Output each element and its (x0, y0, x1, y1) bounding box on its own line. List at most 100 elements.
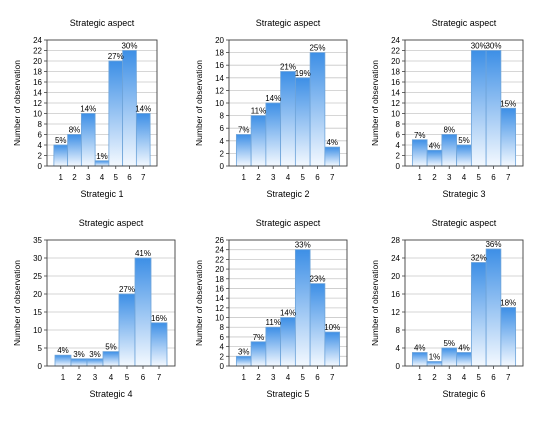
y-tick-label: 14 (33, 89, 42, 98)
y-tick-label: 20 (391, 57, 400, 66)
x-tick-label: 1 (418, 173, 423, 182)
y-tick-label: 24 (391, 254, 400, 263)
y-tick-label: 8 (38, 120, 43, 129)
y-axis-label: Number of observation (370, 260, 380, 346)
y-tick-label: 16 (33, 78, 42, 87)
y-tick-label: 12 (391, 99, 400, 108)
x-tick-label: 5 (477, 373, 482, 382)
y-tick-label: 2 (220, 352, 225, 361)
y-tick-label: 26 (215, 236, 224, 245)
x-axis-label: Strategic 1 (80, 189, 123, 199)
bar (102, 351, 120, 367)
x-axis-label: Strategic 6 (442, 389, 485, 399)
data-label: 8% (69, 126, 81, 135)
x-tick-label: 6 (315, 373, 320, 382)
data-label: 1% (96, 152, 108, 161)
bar (426, 149, 443, 167)
bar (134, 257, 152, 367)
y-axis-label: Number of observation (370, 60, 380, 146)
bar (70, 358, 88, 367)
x-tick-label: 2 (256, 373, 261, 382)
data-label: 30% (121, 42, 137, 51)
y-tick-label: 15 (33, 308, 42, 317)
y-tick-label: 18 (215, 49, 224, 58)
y-tick-label: 35 (33, 236, 42, 245)
y-tick-label: 20 (33, 290, 42, 299)
data-label: 10% (324, 323, 340, 332)
data-label: 14% (280, 309, 296, 318)
x-tick-label: 5 (125, 373, 130, 382)
y-tick-label: 10 (391, 110, 400, 119)
data-label: 32% (471, 254, 487, 263)
data-label: 5% (55, 136, 67, 145)
y-tick-label: 24 (391, 36, 400, 45)
data-label: 16% (151, 314, 167, 323)
x-tick-label: 4 (286, 373, 291, 382)
bar (426, 361, 443, 367)
y-tick-label: 20 (215, 36, 224, 45)
bar (80, 113, 96, 167)
data-label: 41% (135, 249, 151, 258)
x-tick-label: 1 (418, 373, 423, 382)
data-label: 4% (414, 344, 426, 353)
bar (135, 113, 151, 167)
y-tick-label: 14 (215, 294, 224, 303)
y-tick-label: 16 (215, 284, 224, 293)
y-tick-label: 10 (215, 314, 224, 323)
bar (280, 317, 296, 367)
data-label: 4% (429, 141, 441, 150)
y-tick-label: 0 (38, 162, 43, 171)
x-axis-label: Strategic 2 (266, 189, 309, 199)
data-label: 33% (295, 241, 311, 250)
x-tick-label: 1 (242, 173, 247, 182)
x-tick-label: 2 (432, 173, 437, 182)
x-tick-label: 4 (109, 373, 114, 382)
y-axis-label: Number of observation (12, 60, 22, 146)
x-tick-label: 2 (256, 173, 261, 182)
chart-panel-4: 0 5 10 15 20 25 30 35 4% 3% 3% 5% 27% 41% 16% 1 2 3 4 5 6 7 St… (12, 218, 176, 399)
data-label: 3% (73, 350, 85, 359)
x-tick-label: 7 (157, 373, 162, 382)
x-axis-label: Strategic 4 (89, 389, 132, 399)
x-tick-label: 4 (462, 173, 467, 182)
chart-title: Strategic aspect (70, 18, 135, 28)
bar (324, 146, 341, 167)
data-label: 27% (108, 52, 124, 61)
bar (441, 134, 458, 167)
bar (67, 134, 82, 167)
bar (456, 352, 472, 367)
chart-title: Strategic aspect (432, 18, 497, 28)
data-label: 5% (458, 136, 470, 145)
bar (150, 322, 168, 367)
bar (265, 102, 282, 167)
y-tick-label: 10 (215, 99, 224, 108)
y-tick-label: 28 (391, 236, 400, 245)
bar (309, 283, 326, 367)
x-tick-label: 1 (61, 373, 66, 382)
x-tick-label: 7 (506, 373, 511, 382)
bar (250, 115, 267, 167)
y-tick-label: 5 (38, 344, 43, 353)
data-label: 19% (295, 69, 311, 78)
data-label: 3% (238, 347, 250, 356)
data-label: 14% (80, 105, 96, 114)
data-label: 30% (471, 42, 487, 51)
data-label: 11% (251, 107, 266, 116)
data-label: 7% (238, 126, 250, 135)
x-tick-label: 4 (462, 373, 467, 382)
bar (265, 326, 282, 367)
bar (411, 352, 428, 367)
bar (94, 160, 110, 167)
y-tick-label: 20 (215, 265, 224, 274)
y-axis-label: Number of observation (12, 260, 22, 346)
x-tick-label: 3 (93, 373, 98, 382)
y-tick-label: 22 (33, 47, 42, 56)
chart-title: Strategic aspect (256, 218, 321, 228)
bar (118, 293, 136, 367)
y-tick-label: 22 (391, 47, 400, 56)
data-label: 1% (429, 353, 441, 362)
data-label: 7% (253, 333, 265, 342)
y-tick-label: 12 (391, 308, 400, 317)
